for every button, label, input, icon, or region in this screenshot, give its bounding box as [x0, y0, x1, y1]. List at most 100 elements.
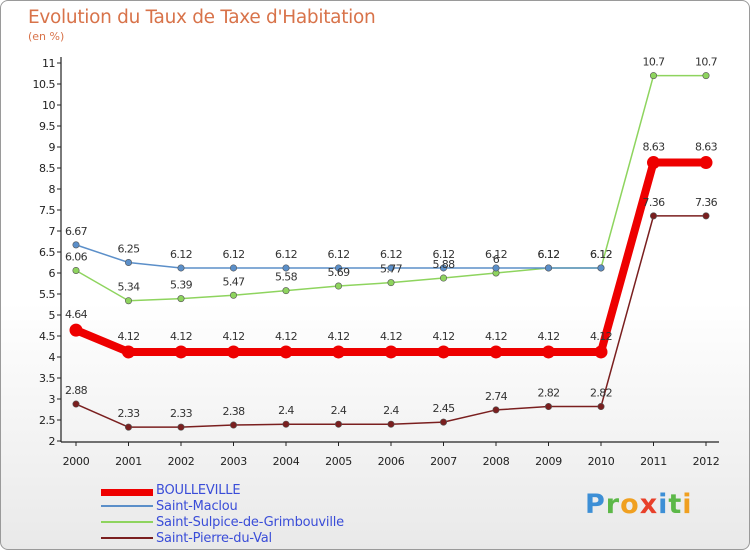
data-point-saint-pierre-du-val [72, 400, 80, 408]
data-point-saint-pierre-du-val [597, 403, 605, 411]
y-tick-label: 9.5 [39, 120, 55, 133]
data-point-boulleville [69, 323, 83, 337]
data-label-saint-sulpice-de-grimbouville: 5.77 [380, 263, 403, 276]
data-point-saint-maclou [492, 264, 500, 272]
data-label-saint-maclou: 6.12 [170, 248, 192, 261]
y-tick-label: 3 [49, 393, 56, 406]
data-point-saint-maclou [334, 264, 342, 272]
data-point-boulleville [542, 345, 555, 359]
data-label-saint-sulpice-de-grimbouville: 10.7 [695, 56, 718, 69]
data-label-boulleville: 4.12 [537, 330, 559, 343]
data-label-saint-sulpice-de-grimbouville: 6.06 [65, 250, 88, 263]
data-label-saint-pierre-du-val: 7.36 [642, 196, 665, 209]
data-point-boulleville [699, 156, 713, 170]
data-point-saint-maclou [597, 264, 605, 272]
proxiti-logo: Proxiti [585, 489, 693, 520]
x-tick-label: 2003 [220, 455, 247, 468]
data-point-boulleville [489, 345, 503, 359]
data-label-saint-maclou: 6.12 [275, 248, 297, 261]
data-label-boulleville: 8.63 [642, 141, 665, 154]
data-point-saint-pierre-du-val [649, 212, 657, 220]
data-point-saint-sulpice-de-grimbouville [649, 72, 657, 80]
data-point-saint-pierre-du-val [334, 420, 342, 428]
data-label-saint-sulpice-de-grimbouville: 5.39 [170, 279, 193, 292]
y-tick-label: 2 [49, 435, 56, 448]
y-tick-label: 8.5 [39, 162, 55, 175]
legend-swatch [101, 537, 153, 539]
x-tick-label: 2001 [115, 455, 142, 468]
chart-subtitle: (en %) [28, 30, 65, 43]
data-point-boulleville [384, 345, 398, 359]
data-label-saint-pierre-du-val: 7.36 [695, 196, 718, 209]
data-label-boulleville: 4.12 [275, 330, 297, 343]
data-label-saint-pierre-du-val: 2.38 [222, 405, 245, 418]
x-tick-label: 2011 [640, 455, 667, 468]
data-point-saint-sulpice-de-grimbouville [72, 266, 80, 274]
data-label-saint-pierre-du-val: 2.88 [65, 384, 88, 397]
y-tick-label: 7.5 [39, 204, 55, 217]
x-tick-label: 2009 [535, 455, 562, 468]
y-tick-label: 10 [42, 99, 55, 112]
data-label-saint-maclou: 6.12 [485, 248, 507, 261]
x-tick-label: 2000 [63, 455, 90, 468]
data-point-saint-maclou [177, 264, 185, 272]
logo-letter: r [605, 489, 621, 520]
x-tick-label: 2007 [430, 455, 457, 468]
legend-label: Saint-Pierre-du-Val [156, 531, 272, 546]
data-point-saint-pierre-du-val [125, 423, 133, 431]
data-label-boulleville: 4.12 [485, 330, 507, 343]
logo-letter: i [682, 489, 693, 520]
data-label-saint-pierre-du-val: 2.33 [170, 407, 193, 420]
y-tick-label: 3.5 [39, 372, 55, 385]
data-label-saint-sulpice-de-grimbouville: 6.12 [590, 248, 612, 261]
data-point-saint-sulpice-de-grimbouville [702, 72, 710, 80]
y-tick-label: 6 [49, 267, 56, 280]
data-label-saint-maclou: 6.12 [327, 248, 349, 261]
data-label-boulleville: 4.12 [590, 330, 612, 343]
y-tick-label: 4.5 [39, 330, 55, 343]
data-point-saint-pierre-du-val [230, 421, 238, 429]
data-label-boulleville: 4.64 [65, 308, 88, 321]
chart-title: Evolution du Taux de Taxe d'Habitation [28, 7, 376, 28]
legend-swatch [101, 505, 153, 507]
logo-letter: o [620, 489, 640, 520]
data-label-saint-pierre-du-val: 2.4 [278, 404, 294, 417]
data-label-boulleville: 4.12 [170, 330, 192, 343]
data-point-saint-sulpice-de-grimbouville [177, 295, 185, 303]
x-tick-label: 2010 [588, 455, 615, 468]
data-point-boulleville [437, 345, 450, 359]
x-tick-label: 2004 [273, 455, 300, 468]
data-label-saint-sulpice-de-grimbouville: 5.58 [275, 271, 298, 284]
data-label-saint-pierre-du-val: 2.45 [432, 402, 455, 415]
data-point-boulleville [332, 345, 345, 359]
data-label-saint-maclou: 6.25 [117, 243, 140, 256]
data-point-boulleville [647, 156, 660, 170]
data-label-boulleville: 4.12 [117, 330, 139, 343]
data-point-boulleville [279, 345, 293, 359]
data-point-saint-sulpice-de-grimbouville [334, 282, 342, 290]
data-label-boulleville: 8.63 [695, 141, 718, 154]
x-tick-label: 2012 [693, 455, 720, 468]
data-label-saint-pierre-du-val: 2.74 [485, 390, 508, 403]
data-point-saint-pierre-du-val [439, 418, 447, 426]
data-label-saint-pierre-du-val: 2.82 [590, 387, 612, 400]
data-point-boulleville [174, 345, 188, 359]
data-point-saint-maclou [439, 264, 447, 272]
y-tick-label: 2.5 [39, 414, 55, 427]
x-tick-label: 2005 [325, 455, 352, 468]
data-label-saint-maclou: 6.12 [380, 248, 402, 261]
y-tick-label: 8 [49, 183, 56, 196]
data-label-saint-sulpice-de-grimbouville: 10.7 [642, 56, 665, 69]
legend-label: Saint-Maclou [156, 499, 238, 514]
data-point-boulleville [594, 345, 608, 359]
data-point-saint-maclou [72, 241, 80, 249]
y-tick-label: 6.5 [39, 246, 55, 259]
y-tick-label: 10.5 [33, 78, 56, 91]
y-tick-label: 9 [49, 141, 56, 154]
data-point-saint-pierre-du-val [282, 420, 290, 428]
y-tick-label: 7 [49, 225, 56, 238]
data-point-saint-maclou [282, 264, 290, 272]
logo-letter: i [658, 489, 669, 520]
legend-swatch [101, 489, 153, 496]
